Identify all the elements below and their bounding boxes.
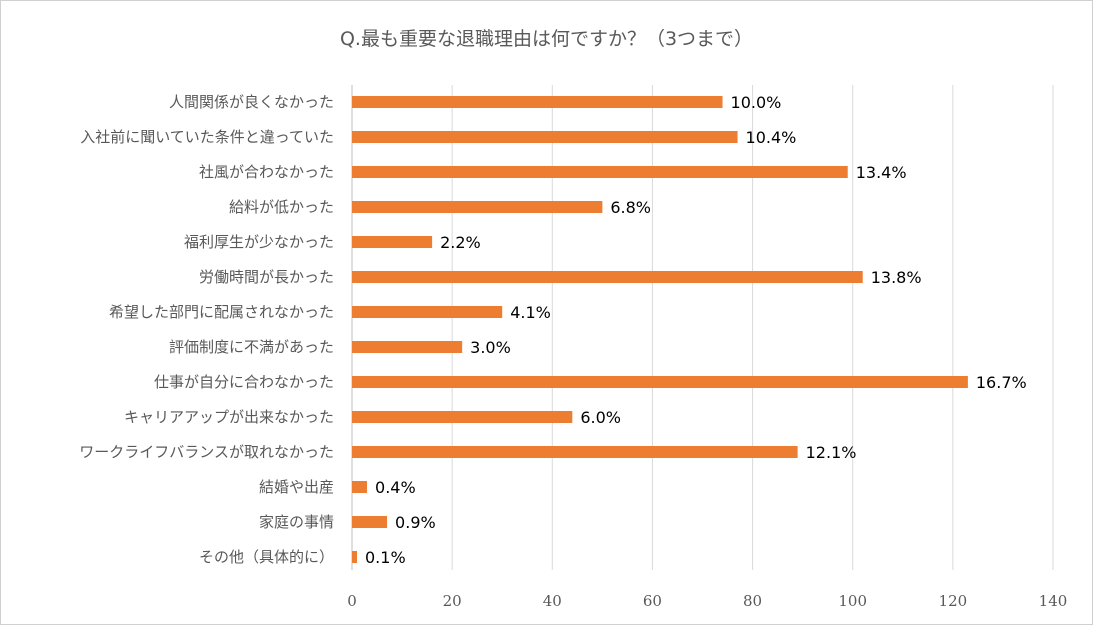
data-label: 2.2% <box>440 233 481 252</box>
bar <box>352 341 463 353</box>
x-tick-label: 100 <box>838 592 867 610</box>
data-label: 16.7% <box>976 373 1027 392</box>
data-label: 0.9% <box>395 513 436 532</box>
data-label: 6.0% <box>580 408 621 427</box>
category-label: 評価制度に不満があった <box>169 338 334 356</box>
category-label: 人間関係が良くなかった <box>169 93 334 111</box>
bar <box>352 376 968 388</box>
bar <box>352 411 573 423</box>
bar <box>352 166 848 178</box>
x-tick-label: 120 <box>939 592 968 610</box>
bar <box>352 131 738 143</box>
category-label: 結婚や出産 <box>259 478 334 496</box>
chart-title: Q.最も重要な退職理由は何ですか？（3つまで） <box>339 28 754 50</box>
bar <box>352 271 863 283</box>
data-label: 12.1% <box>806 443 857 462</box>
x-tick-label: 140 <box>1039 592 1068 610</box>
bar <box>352 516 388 528</box>
bar <box>352 201 603 213</box>
category-label: 労働時間が長かった <box>199 268 334 286</box>
data-label: 10.0% <box>731 93 782 112</box>
data-label: 13.8% <box>871 268 922 287</box>
category-label: 入社前に聞いていた条件と違っていた <box>80 128 334 146</box>
x-tick-label: 80 <box>743 592 762 610</box>
category-label: その他（具体的に） <box>199 548 334 566</box>
data-label: 13.4% <box>856 163 907 182</box>
data-label: 4.1% <box>510 303 551 322</box>
x-tick-label: 40 <box>543 592 562 610</box>
category-label: キャリアアップが出来なかった <box>124 408 334 426</box>
category-label: 給料が低かった <box>229 198 334 216</box>
data-label: 0.1% <box>365 548 406 567</box>
category-label: 希望した部門に配属されなかった <box>109 303 334 321</box>
bar <box>352 481 368 493</box>
bar <box>352 551 358 563</box>
bar <box>352 236 433 248</box>
category-label: 社風が合わなかった <box>199 163 334 181</box>
category-label: 仕事が自分に合わなかった <box>154 373 334 391</box>
category-label: ワークライフバランスが取れなかった <box>79 443 334 461</box>
bar <box>352 446 798 458</box>
data-label: 6.8% <box>610 198 651 217</box>
category-label: 家庭の事情 <box>259 513 334 531</box>
data-label: 3.0% <box>470 338 511 357</box>
bar <box>352 96 723 108</box>
bar <box>352 306 503 318</box>
data-label: 0.4% <box>375 478 416 497</box>
x-tick-label: 60 <box>643 592 662 610</box>
x-tick-label: 0 <box>347 592 357 610</box>
category-label: 福利厚生が少なかった <box>184 233 334 251</box>
data-label: 10.4% <box>746 128 797 147</box>
x-tick-label: 20 <box>443 592 462 610</box>
